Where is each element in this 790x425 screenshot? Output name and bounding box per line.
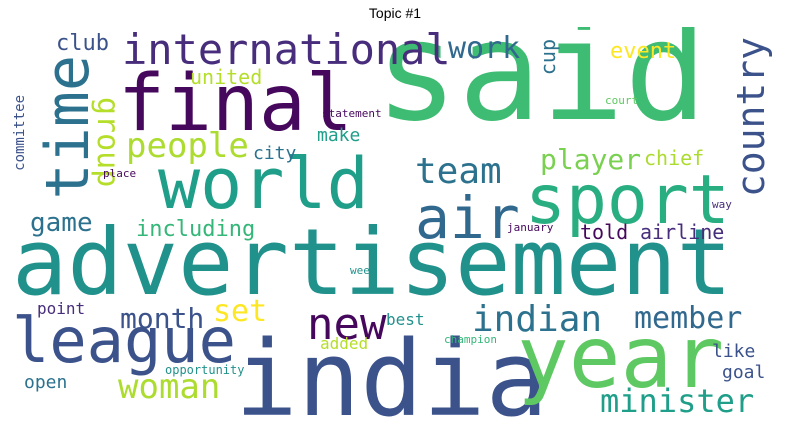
word-time: time [33, 55, 103, 200]
word-player: player [540, 143, 642, 176]
word-week: week [350, 264, 377, 277]
word-sport: sport [525, 161, 730, 240]
word-airline: airline [640, 220, 725, 244]
word-month: month [120, 302, 205, 335]
word-game: game [30, 208, 93, 238]
word-india: india [235, 318, 549, 420]
word-city: city [253, 143, 297, 164]
word-court: court [605, 94, 639, 107]
word-told: told [580, 220, 629, 244]
word-united: united [190, 65, 263, 89]
word-team: team [415, 151, 502, 192]
word-added: added [320, 334, 369, 353]
word-advertisement: advertisement [12, 209, 733, 316]
word-best: best [386, 310, 425, 329]
word-league: league [12, 304, 236, 377]
word-year: year [517, 308, 725, 408]
word-place: place [103, 167, 137, 180]
word-world: world [158, 143, 369, 225]
word-open: open [24, 372, 68, 393]
chart-title: Topic #1 [368, 5, 422, 21]
word-make: make [317, 125, 361, 146]
word-air: air [415, 184, 520, 252]
word-work: work [448, 31, 521, 66]
word-international: international [122, 27, 451, 74]
word-said: said [375, 27, 708, 152]
word-country: country [729, 37, 773, 198]
word-indian: indian [472, 299, 603, 340]
word-club: club [56, 31, 109, 56]
word-january: january [507, 221, 554, 234]
word-statement: statement [322, 107, 382, 120]
word-opportunity: opportunity [165, 363, 245, 377]
word-chief: chief [644, 146, 705, 170]
word-goal: goal [722, 362, 766, 383]
word-including: including [136, 217, 256, 242]
word-set: set [213, 294, 268, 329]
word-like: like [712, 341, 756, 362]
word-champion: champion [444, 333, 497, 346]
word-people: people [126, 126, 249, 166]
word-woman: woman [118, 367, 221, 407]
word-cloud: said advertisement india year world fina… [10, 27, 780, 420]
word-group: group [90, 97, 125, 188]
word-point: point [37, 299, 86, 318]
word-new: new [307, 299, 387, 350]
word-member: member [634, 301, 743, 336]
word-way: way [712, 198, 732, 211]
word-event: event [610, 39, 677, 64]
word-minister: minister [600, 382, 755, 420]
word-cup: cup [536, 39, 560, 76]
word-final: final [118, 59, 353, 149]
word-committee: committee [12, 95, 28, 171]
